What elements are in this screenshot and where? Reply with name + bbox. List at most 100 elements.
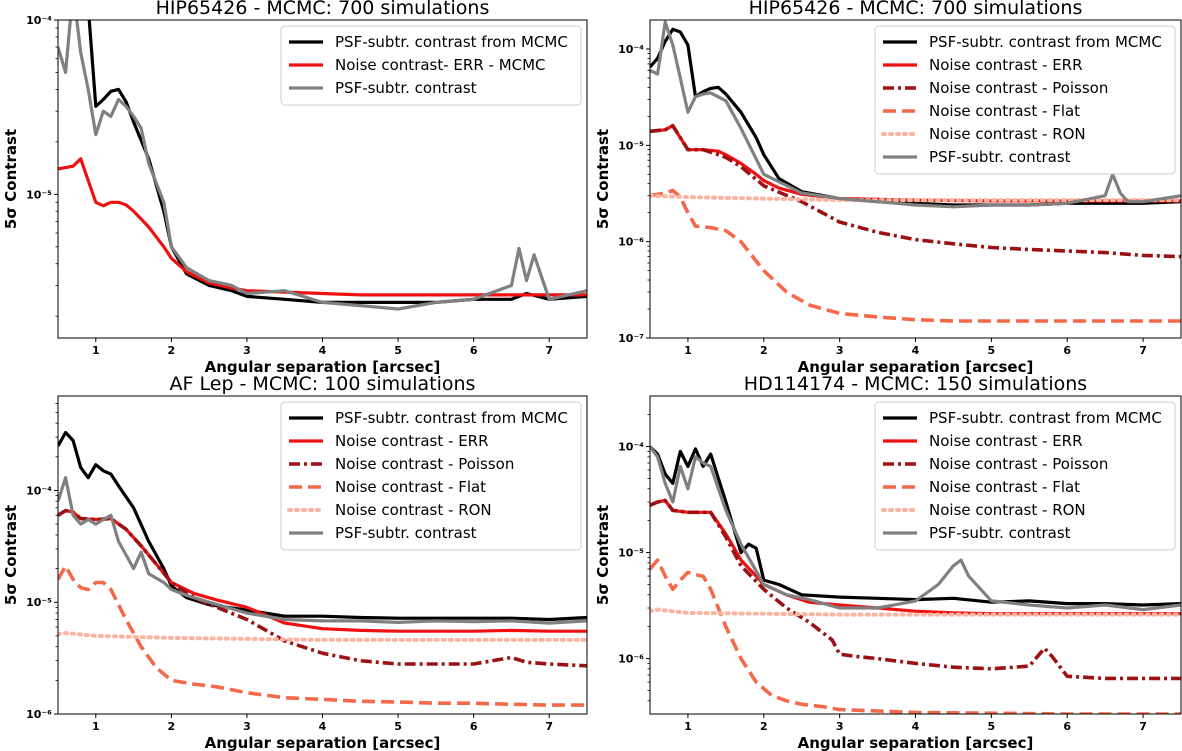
x-tick-label: 6 [1063,720,1071,733]
x-axis-label: Angular separation [arcsec] [798,734,1034,751]
x-tick-label: 3 [836,720,844,733]
series-lines [58,430,587,707]
legend-label: Noise contrast - Poisson [929,455,1108,473]
y-tick-label: 10⁻⁵ [618,547,644,560]
chart-panel-3: AF Lep - MCMC: 100 simulations 1 2 3 4 5 6 7 10⁻… [2,373,588,751]
x-tick-label: 4 [319,344,327,357]
series-lines [58,20,587,311]
x-tick-label: 6 [470,344,478,357]
x-tick-label: 2 [168,344,176,357]
legend-label: PSF-subtr. contrast from MCMC [929,409,1162,427]
plot-frame [649,395,1182,715]
x-tick-label: 6 [470,720,478,733]
legend-label: Noise contrast - RON [929,125,1086,143]
y-tick-label: 10⁻⁴ [618,43,644,56]
y-tick-label: 10⁻⁷ [618,332,644,345]
series-line-4 [650,558,1181,714]
x-tick-label: 2 [168,720,176,733]
legend-label: PSF-subtr. contrast [335,524,477,542]
legend-label: PSF-subtr. contrast from MCMC [335,33,568,51]
legend-label: Noise contrast - Flat [335,478,486,496]
chart-title: AF Lep - MCMC: 100 simulations [170,373,476,395]
x-axis-label: Angular separation [arcsec] [798,358,1034,376]
x-tick-label: 1 [684,344,692,357]
x-tick-label: 1 [92,720,100,733]
series-line-6 [58,476,587,625]
x-tick-label: 7 [1139,344,1147,357]
x-tick-label: 7 [545,344,553,357]
series-line-6 [650,445,1181,612]
x-tick-label: 2 [760,344,768,357]
legend-label: Noise contrast - Poisson [335,455,514,473]
x-tick-label: 5 [988,720,996,733]
legend: PSF-subtr. contrast from MCMC Noise contr… [280,25,582,106]
x-tick-label: 1 [684,720,692,733]
x-tick-label: 4 [912,344,920,357]
y-tick-label: 10⁻⁴ [26,484,52,497]
plot-frame [649,19,1182,339]
legend-label: PSF-subtr. contrast [929,524,1071,542]
x-tick-label: 7 [545,720,553,733]
series-line-1 [58,430,587,622]
x-tick-label: 5 [394,344,402,357]
x-tick-label: 7 [1139,720,1147,733]
x-tick-label: 6 [1063,344,1071,357]
legend-box [280,25,582,106]
y-tick-label: 10⁻⁴ [618,441,644,454]
series-lines [650,445,1181,714]
chart-title: HIP65426 - MCMC: 700 simulations [156,0,490,19]
series-line-6 [650,20,1181,209]
x-tick-label: 3 [836,344,844,357]
y-axis-label: 5σ Contrast [2,129,20,229]
legend: PSF-subtr. contrast from MCMC Noise contr… [874,401,1176,551]
legend-label: Noise contrast - Poisson [929,79,1108,97]
series-line-4 [58,564,587,707]
legend-label: Noise contrast - RON [929,501,1086,519]
x-axis-label: Angular separation [arcsec] [205,734,441,751]
plot-frame [57,395,588,715]
y-axis-label: 5σ Contrast [594,505,612,605]
legend-label: Noise contrast- ERR - MCMC [335,56,546,74]
legend-label: Noise contrast - ERR [929,432,1083,450]
legend-label: PSF-subtr. contrast from MCMC [335,409,568,427]
y-tick-label: 10⁻⁴ [26,14,52,27]
y-axis-label: 5σ Contrast [2,505,20,605]
legend: PSF-subtr. contrast from MCMC Noise contr… [280,401,582,551]
x-tick-label: 2 [760,720,768,733]
legend-box [280,401,582,551]
legend-label: PSF-subtr. contrast from MCMC [929,33,1162,51]
series-line-3 [58,508,587,668]
chart-panel-4: HD114174 - MCMC: 150 simulations 1 2 3 4 5 6 7 1… [594,373,1182,751]
legend-label: Noise contrast - Flat [929,478,1080,496]
series-line-5 [650,607,1181,617]
series-line-5 [650,193,1181,203]
legend-label: PSF-subtr. contrast [929,148,1071,166]
x-tick-label: 1 [92,344,100,357]
chart-title: HIP65426 - MCMC: 700 simulations [749,0,1083,19]
y-tick-label: 10⁻⁵ [26,188,52,201]
legend-box [874,401,1176,551]
y-tick-label: 10⁻⁶ [618,236,644,249]
x-tick-label: 5 [988,344,996,357]
legend: PSF-subtr. contrast from MCMC Noise contr… [874,25,1176,175]
legend-label: Noise contrast - ERR [929,56,1083,74]
x-axis-label: Angular separation [arcsec] [205,358,441,376]
y-tick-label: 10⁻⁶ [26,708,52,721]
x-tick-label: 4 [319,720,327,733]
legend-label: PSF-subtr. contrast [335,79,477,97]
chart-panel-1: HIP65426 - MCMC: 700 simulations 1 2 3 4 5 6 7 1… [2,0,588,376]
series-line-3 [650,123,1181,259]
chart-panel-2: HIP65426 - MCMC: 700 simulations 1 2 3 4 5 6 7 1… [594,0,1182,376]
y-tick-label: 10⁻⁶ [618,653,644,666]
legend-box [874,25,1176,175]
legend-label: Noise contrast - Flat [929,102,1080,120]
series-lines [650,20,1181,323]
x-tick-label: 4 [912,720,920,733]
x-tick-label: 5 [394,720,402,733]
series-line-3 [58,20,587,311]
series-line-5 [58,631,587,642]
series-line-2 [58,157,587,297]
series-line-3 [650,498,1181,681]
plot-frame [57,19,588,339]
